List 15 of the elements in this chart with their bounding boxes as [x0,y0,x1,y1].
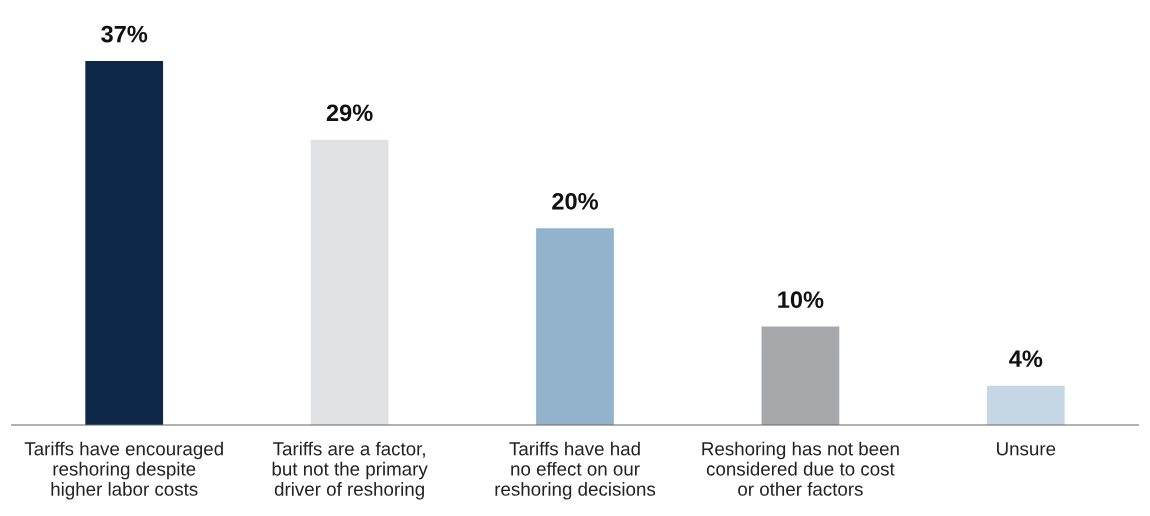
bar [536,228,614,425]
data-label: 4% [1009,350,1043,368]
x-tick-label: Reshoring has not been considered due to cost or other factors [702,441,899,496]
data-label: 37% [101,25,148,43]
data-label: 29% [326,104,373,122]
data-label: 10% [778,291,824,309]
bar [310,139,389,425]
bar [85,61,164,425]
bar [761,326,840,425]
x-tick-label: Unsure [997,442,1056,456]
x-tick-label: Tariffs have had no effect on our reshoring decisions [495,441,656,500]
bar [986,385,1065,425]
x-tick-label: Tariffs have encouraged reshoring despite higher labor costs [24,441,223,500]
data-label: 20% [552,192,599,210]
x-tick-label: Tariffs are a factor, but not the primary driver of reshoring [272,441,428,500]
